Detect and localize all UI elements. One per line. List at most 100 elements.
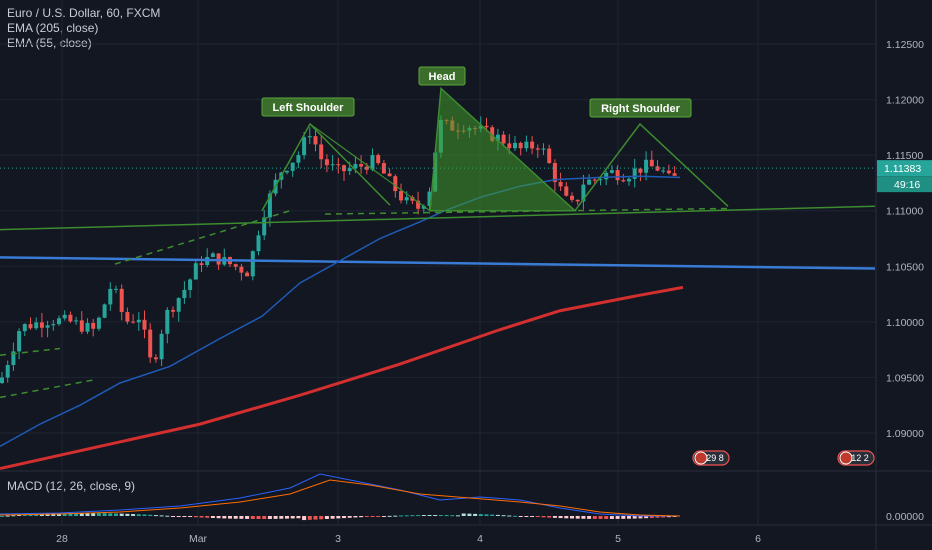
macd-hist-bar xyxy=(370,516,375,517)
macd-hist-bar xyxy=(273,516,278,519)
macd-hist-bar xyxy=(501,515,506,517)
macd-hist-bar xyxy=(228,516,232,519)
candle-body xyxy=(666,170,671,174)
macd-hist-bar xyxy=(262,516,267,519)
macd-hist-bar xyxy=(353,516,358,518)
candle-body xyxy=(484,125,489,128)
candle-body xyxy=(171,309,175,312)
macd-hist-bar xyxy=(114,513,118,516)
candle-body xyxy=(85,322,90,332)
macd-hist-bar xyxy=(638,516,643,519)
macd-hist-bar xyxy=(5,515,10,517)
price-tag-box xyxy=(877,160,932,177)
candle-body xyxy=(239,266,244,273)
left-shoulder-label-box xyxy=(261,97,355,117)
candle-body xyxy=(399,191,403,201)
candle-body xyxy=(285,170,289,173)
macd-hist-bar xyxy=(558,516,563,519)
candle-body xyxy=(564,186,569,196)
macd-hist-bar xyxy=(131,514,136,516)
candle-body xyxy=(421,205,426,209)
macd-hist-bar xyxy=(193,516,198,518)
candle-body xyxy=(45,325,50,328)
macd-hist-bar xyxy=(307,516,312,520)
macd-hist-bar xyxy=(513,515,517,517)
candle-body xyxy=(570,195,574,200)
macd-panel xyxy=(0,473,681,521)
macd-hist-bar xyxy=(478,514,483,516)
macd-hist-bar xyxy=(535,516,540,518)
macd-hist-bar xyxy=(222,516,227,519)
ema-205-label: EMA (205, close) xyxy=(7,21,99,35)
candle-body xyxy=(57,318,61,325)
head-shape xyxy=(429,86,577,212)
candle-body xyxy=(661,170,666,172)
macd-hist-bar xyxy=(34,514,39,516)
macd-hist-bar xyxy=(421,515,426,517)
macd-label: MACD (12, 26, close, 9) xyxy=(7,479,136,493)
macd-hist-bar xyxy=(302,516,307,521)
event-count: 12 2 xyxy=(851,453,869,463)
macd-hist-bar xyxy=(444,515,449,517)
candle-body xyxy=(125,312,130,322)
candle-body xyxy=(182,289,187,299)
candle-body xyxy=(233,264,238,267)
candle-body xyxy=(148,329,153,358)
candle-body xyxy=(267,193,272,218)
event-marker: 29 8 xyxy=(692,450,730,466)
macd-hist-bar xyxy=(313,516,318,520)
flag-icon xyxy=(694,451,708,465)
macd-hist-bar xyxy=(592,516,597,519)
candle-body xyxy=(153,357,158,360)
macd-hist-bar xyxy=(267,516,272,519)
macd-hist-bar xyxy=(11,515,16,517)
countdown-box xyxy=(877,176,932,193)
candle-body xyxy=(114,288,118,290)
macd-hist-bar xyxy=(85,513,90,516)
left-shoulder-edge xyxy=(309,123,431,212)
dashed-trend-lower2 xyxy=(0,347,61,356)
macd-hist-bar xyxy=(324,516,329,519)
macd-hist-bar xyxy=(575,516,580,519)
candle-body xyxy=(655,166,660,171)
candle-body xyxy=(581,184,586,202)
candle-body xyxy=(131,321,136,323)
x-tick-label: 4 xyxy=(477,533,483,545)
macd-hist-bar xyxy=(604,516,609,519)
macd-hist-bar xyxy=(376,516,381,517)
macd-hist-bar xyxy=(17,514,22,516)
macd-hist-bar xyxy=(336,516,341,519)
macd-hist-bar xyxy=(632,516,637,519)
macd-hist-bar xyxy=(564,516,569,519)
candle-body xyxy=(518,142,523,149)
macd-hist-bar xyxy=(119,513,124,516)
macd-hist-bar xyxy=(250,516,255,519)
y-tick-label: 1.10000 xyxy=(886,317,924,329)
macd-hist-bar xyxy=(655,516,660,518)
macd-tick-label: 0.00000 xyxy=(886,511,924,523)
macd-hist-bar xyxy=(473,513,478,516)
macd-hist-bar xyxy=(108,513,113,516)
candle-body xyxy=(119,288,124,313)
candle-body xyxy=(188,279,193,290)
candle-body xyxy=(91,322,96,329)
macd-hist-bar xyxy=(347,516,352,518)
macd-hist-bar xyxy=(136,514,141,516)
x-tick-label: 6 xyxy=(755,533,761,545)
right-shoulder-label-text: Right Shoulder xyxy=(601,103,681,115)
head-label-text: Head xyxy=(429,71,456,83)
macd-hist-bar xyxy=(570,516,574,519)
macd-hist-bar xyxy=(171,516,175,517)
candle-body xyxy=(490,127,495,141)
candle-body xyxy=(307,136,312,138)
ema-55-line xyxy=(0,175,681,447)
macd-hist-bar xyxy=(39,513,44,516)
macd-hist-bar xyxy=(450,515,455,517)
macd-hist-bar xyxy=(96,513,101,516)
macd-hist-bar xyxy=(142,514,147,516)
macd-hist-bar xyxy=(598,516,603,519)
macd-hist-bar xyxy=(74,513,79,516)
candle-body xyxy=(11,351,16,366)
macd-hist-bar xyxy=(51,513,56,516)
